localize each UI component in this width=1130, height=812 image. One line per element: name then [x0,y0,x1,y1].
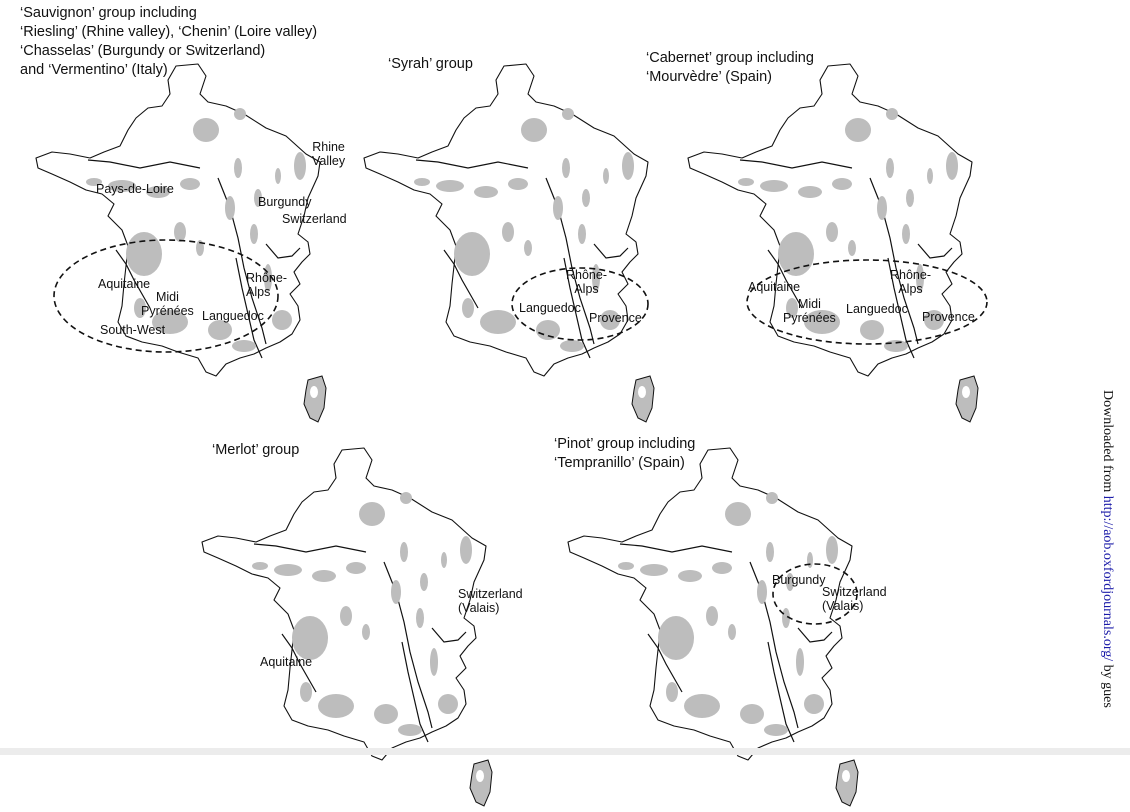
label-aquitaine: Aquitaine [748,280,801,294]
label-provence: Provence [922,310,975,324]
france-map-cabernet [682,58,988,428]
bottom-edge-bar [0,748,1130,755]
panel-title-merlot: ‘Merlot’ group [212,442,300,458]
label-pays-de-loire: Pays-de-Loire [96,182,174,196]
highlight-ellipse [746,259,988,345]
label-aquitaine: Aquitaine [260,655,313,669]
credit-suffix: by gues [1100,661,1115,708]
label-aquitaine: Aquitaine [98,277,151,291]
panel-title-sauvignon: ‘Sauvignon’ group including ‘Riesling’ (… [20,5,318,78]
label-rhine-valley: Rhine Valley [312,140,346,168]
label-languedoc: Languedoc [202,309,264,323]
download-credit: Downloaded from http://aob.oxfordjournal… [1095,390,1117,752]
panel-title-syrah: ‘Syrah’ group [388,56,473,72]
france-map-syrah [358,58,658,428]
panel-title-pinot: ‘Pinot’ group including ‘Tempranillo’ (S… [554,436,696,471]
label-burgundy: Burgundy [258,195,312,209]
label-south-west: South-West [100,323,166,337]
label-burgundy: Burgundy [772,573,826,587]
highlight-ellipse [511,267,649,341]
label-rhone-alps: Rhône- Alps [246,271,287,299]
highlight-ellipse [53,239,279,353]
label-languedoc: Languedoc [519,301,581,315]
label-rhone-alps: Rhône- Alps [566,268,607,296]
panel-title-cabernet: ‘Cabernet’ group including ‘Mourvèdre’ (… [646,50,814,85]
journal-link[interactable]: http://aob.oxfordjournals.org/ [1100,495,1115,662]
label-rhone-alps: Rhône- Alps [890,268,931,296]
france-map-merlot [196,442,496,812]
label-provence: Provence [589,311,642,325]
label-languedoc: Languedoc [846,302,908,316]
credit-prefix: Downloaded from [1100,390,1115,496]
france-map-pinot [562,442,862,812]
france-map-sauvignon [30,58,330,428]
label-midi-pyrenees: Midi Pyrénées [141,290,194,318]
label-midi-pyrenees: Midi Pyrénées [783,297,836,325]
label-switzerland: Switzerland [282,212,347,226]
label-switzerland-valais: Switzerland (Valais) [458,587,523,615]
label-switzerland-valais: Switzerland (Valais) [822,585,887,613]
highlight-ellipse [772,563,858,625]
